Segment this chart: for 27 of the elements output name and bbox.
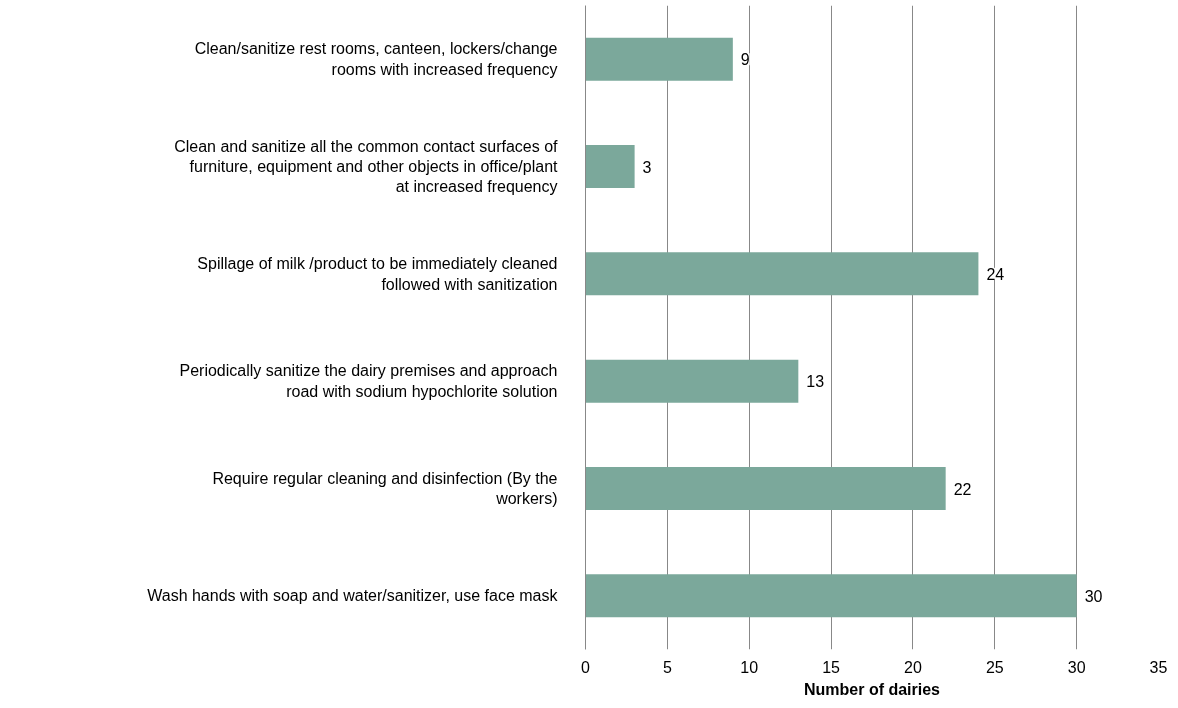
data-label: 30 xyxy=(1084,587,1103,605)
x-tick-label: 20 xyxy=(904,658,922,676)
y-tick-label: Periodically sanitize the dairy premises and approach road with sodium hypochlorite solution xyxy=(179,362,558,400)
x-tick-label: 35 xyxy=(1149,658,1168,676)
bar xyxy=(585,252,979,296)
y-tick-label: Clean/sanitize rest rooms, canteen, lockers/change rooms with increased frequency xyxy=(194,40,558,78)
bar xyxy=(585,37,733,81)
bar xyxy=(585,359,799,403)
bar xyxy=(585,574,1077,618)
data-label: 9 xyxy=(740,51,750,69)
bar xyxy=(585,145,635,188)
y-tick-label: Require regular cleaning and disinfection (By the workers) xyxy=(212,469,558,508)
data-label: 24 xyxy=(986,265,1005,283)
x-tick-label: 10 xyxy=(740,658,759,676)
x-tick-label: 5 xyxy=(662,658,672,676)
data-label: 13 xyxy=(806,373,825,391)
data-label: 3 xyxy=(642,158,652,176)
y-tick-label: Wash hands with soap and water/sanitizer, use face mask xyxy=(147,587,559,605)
x-axis-title: Number of dairies xyxy=(803,680,941,698)
data-label: 22 xyxy=(953,480,972,498)
x-tick-label: 15 xyxy=(822,658,841,676)
bar xyxy=(585,467,946,510)
x-tick-label: 30 xyxy=(1067,658,1086,676)
y-tick-label: Spillage of milk /product to be immediately cleaned followed with sanitization xyxy=(197,255,558,293)
x-tick-label: 25 xyxy=(985,658,1004,676)
x-tick-label: 0 xyxy=(581,658,591,676)
y-tick-label: Clean and sanitize all the common contact surfaces of furniture, equipment and other objects in office/plant at increased frequency xyxy=(174,137,559,196)
